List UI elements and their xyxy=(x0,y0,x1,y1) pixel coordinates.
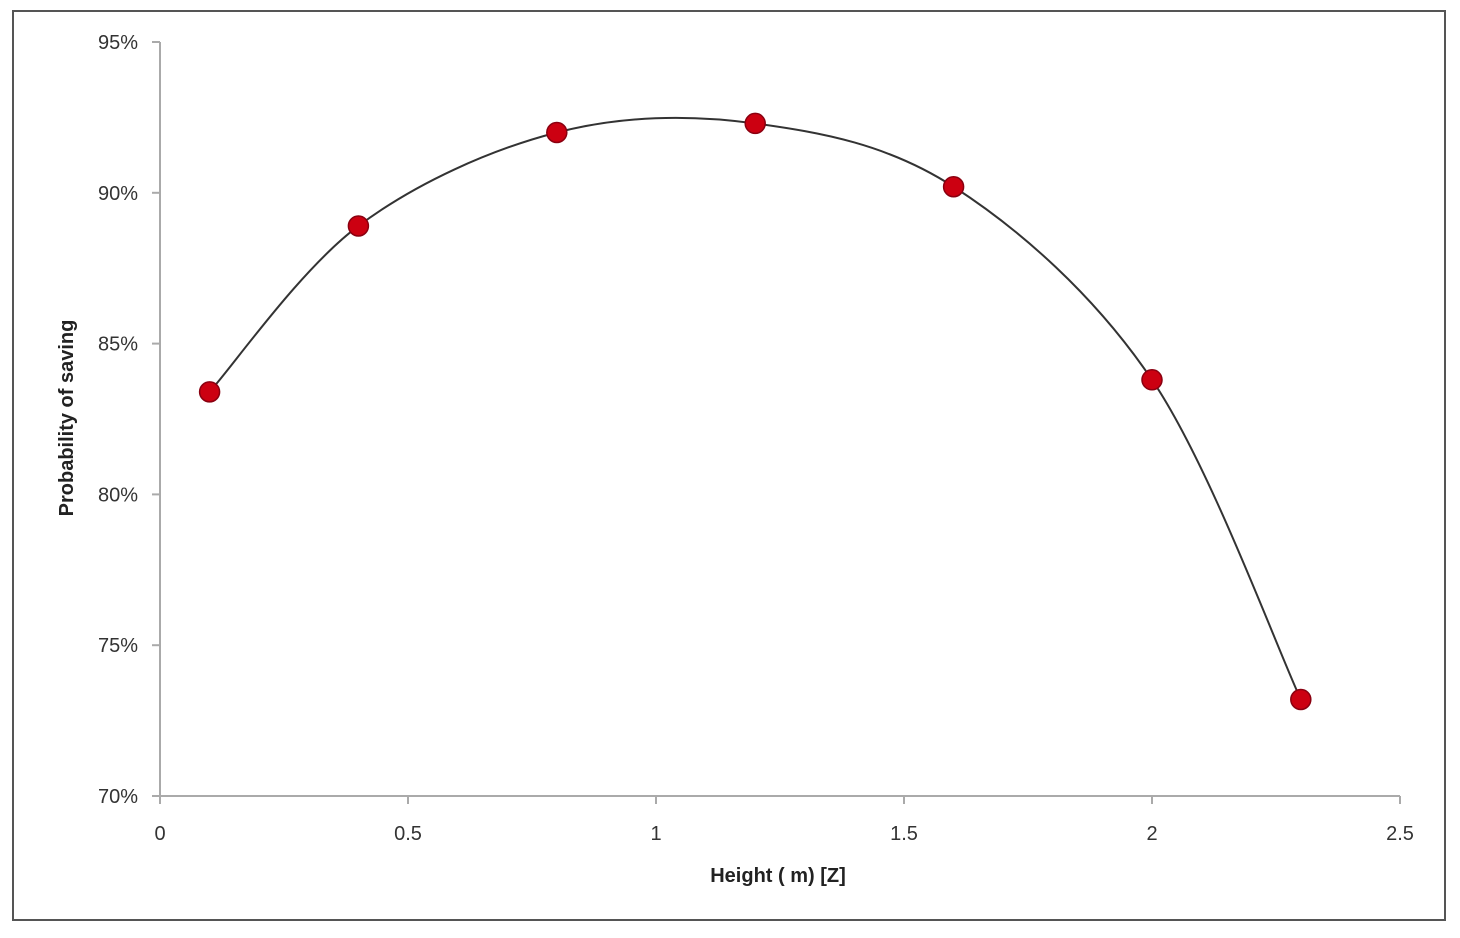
data-points xyxy=(198,112,1312,711)
x-tick-label: 0.5 xyxy=(394,823,422,845)
y-tick-label: 85% xyxy=(98,334,138,356)
x-tick-label: 2 xyxy=(1146,823,1157,845)
y-tick-label: 95% xyxy=(98,32,138,54)
y-tick-label: 70% xyxy=(98,786,138,808)
y-tick-label: 75% xyxy=(98,635,138,657)
data-point xyxy=(1290,688,1312,711)
data-point xyxy=(546,121,568,144)
data-point xyxy=(744,112,766,135)
x-tick-label: 0 xyxy=(154,823,165,845)
x-tick-label: 1.5 xyxy=(890,823,918,845)
y-tick-label: 90% xyxy=(98,183,138,205)
x-tick-label: 2.5 xyxy=(1386,823,1414,845)
x-tick-label: 1 xyxy=(650,823,661,845)
x-axis-title: Height ( m) [Z] xyxy=(710,865,846,887)
data-point xyxy=(1141,369,1163,391)
axes xyxy=(159,42,1400,797)
chart-frame xyxy=(12,10,1446,921)
x-ticks: 0 0.5 1 1.5 2 2.5 xyxy=(154,796,1414,845)
data-point xyxy=(198,381,221,403)
data-point xyxy=(942,176,965,198)
y-tick-label: 80% xyxy=(98,484,138,506)
data-point xyxy=(347,215,370,237)
y-ticks: 70% 75% 80% 85% 90% 95% xyxy=(98,32,160,808)
y-axis-title: Probability of saving xyxy=(56,320,78,517)
trend-line xyxy=(208,116,1302,700)
